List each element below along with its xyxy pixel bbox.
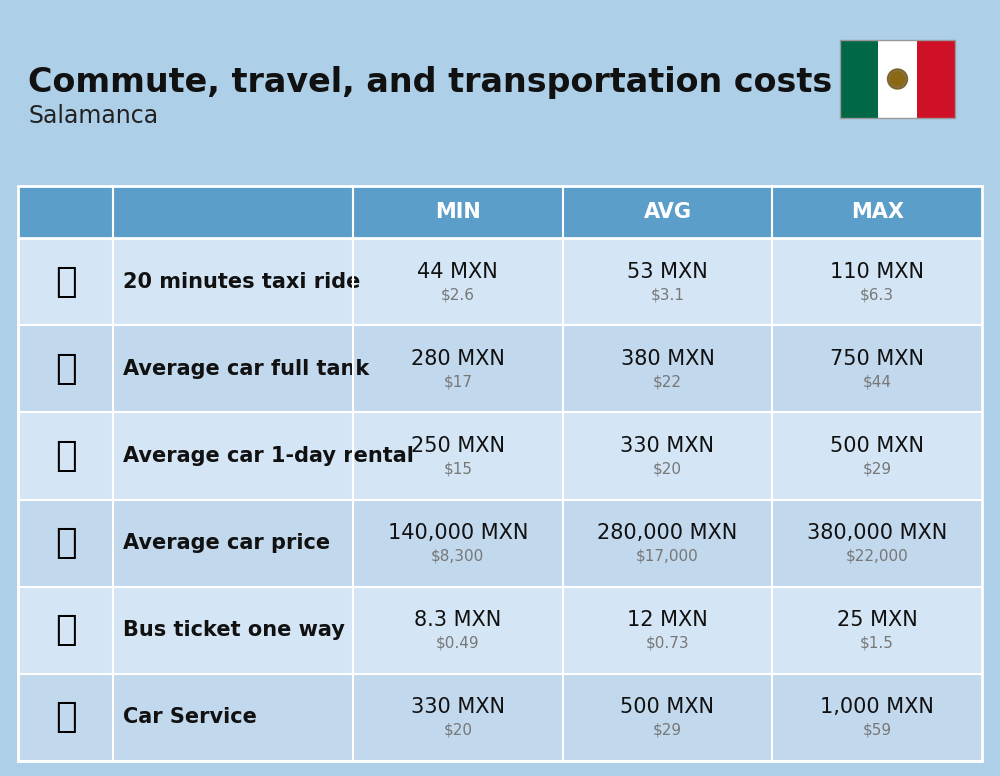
Text: 500 MXN: 500 MXN <box>620 698 714 718</box>
Bar <box>18 587 982 674</box>
Text: $22: $22 <box>653 374 682 390</box>
Bar <box>840 40 955 118</box>
Bar <box>18 186 982 761</box>
Circle shape <box>888 69 908 89</box>
Bar <box>840 40 878 118</box>
Text: $0.49: $0.49 <box>436 636 480 651</box>
Text: $3.1: $3.1 <box>650 287 684 302</box>
Text: 🚗: 🚗 <box>55 526 76 560</box>
Text: ⛽: ⛽ <box>55 352 76 386</box>
Text: $29: $29 <box>653 723 682 738</box>
Text: 1,000 MXN: 1,000 MXN <box>820 698 934 718</box>
Text: 🔧: 🔧 <box>55 701 76 734</box>
Circle shape <box>891 72 904 86</box>
Text: 280,000 MXN: 280,000 MXN <box>597 523 738 543</box>
Text: Average car 1-day rental: Average car 1-day rental <box>123 446 414 466</box>
Text: MAX: MAX <box>851 202 904 222</box>
Text: Average car full tank: Average car full tank <box>123 359 369 379</box>
Text: 280 MXN: 280 MXN <box>411 348 505 369</box>
Bar <box>18 674 982 761</box>
Text: 500 MXN: 500 MXN <box>830 436 924 456</box>
Text: 53 MXN: 53 MXN <box>627 262 708 282</box>
Text: $0.73: $0.73 <box>646 636 689 651</box>
Text: 380 MXN: 380 MXN <box>621 348 714 369</box>
Text: 140,000 MXN: 140,000 MXN <box>388 523 528 543</box>
Bar <box>353 186 982 238</box>
Text: 12 MXN: 12 MXN <box>627 610 708 630</box>
Text: Bus ticket one way: Bus ticket one way <box>123 620 345 640</box>
Text: $20: $20 <box>443 723 472 738</box>
Text: 20 minutes taxi ride: 20 minutes taxi ride <box>123 272 360 292</box>
Text: AVG: AVG <box>644 202 692 222</box>
Text: 25 MXN: 25 MXN <box>837 610 918 630</box>
Text: Commute, travel, and transportation costs: Commute, travel, and transportation cost… <box>28 66 832 99</box>
Text: 250 MXN: 250 MXN <box>411 436 505 456</box>
Bar <box>18 500 982 587</box>
Text: 330 MXN: 330 MXN <box>620 436 714 456</box>
Text: $22,000: $22,000 <box>846 549 909 563</box>
Bar <box>878 40 917 118</box>
Text: Average car price: Average car price <box>123 533 330 553</box>
Text: Salamanca: Salamanca <box>28 104 158 128</box>
Bar <box>18 238 982 325</box>
Text: $8,300: $8,300 <box>431 549 484 563</box>
Bar <box>18 325 982 412</box>
Text: 330 MXN: 330 MXN <box>411 698 505 718</box>
Text: $29: $29 <box>863 462 892 476</box>
Bar <box>18 412 982 500</box>
Text: $20: $20 <box>653 462 682 476</box>
Text: 🚕: 🚕 <box>55 265 76 299</box>
Text: 8.3 MXN: 8.3 MXN <box>414 610 501 630</box>
Text: $2.6: $2.6 <box>441 287 475 302</box>
Text: 🚌: 🚌 <box>55 613 76 647</box>
Bar <box>917 40 955 118</box>
Text: Car Service: Car Service <box>123 708 257 727</box>
Text: $44: $44 <box>863 374 892 390</box>
Bar <box>18 186 353 238</box>
Text: $15: $15 <box>443 462 472 476</box>
Text: $59: $59 <box>863 723 892 738</box>
Text: MIN: MIN <box>435 202 481 222</box>
Text: 110 MXN: 110 MXN <box>830 262 924 282</box>
Text: 380,000 MXN: 380,000 MXN <box>807 523 947 543</box>
Text: $1.5: $1.5 <box>860 636 894 651</box>
Text: $17: $17 <box>443 374 472 390</box>
Text: 44 MXN: 44 MXN <box>417 262 498 282</box>
Text: 750 MXN: 750 MXN <box>830 348 924 369</box>
Text: $6.3: $6.3 <box>860 287 894 302</box>
Text: $17,000: $17,000 <box>636 549 699 563</box>
Text: 🚙: 🚙 <box>55 439 76 473</box>
